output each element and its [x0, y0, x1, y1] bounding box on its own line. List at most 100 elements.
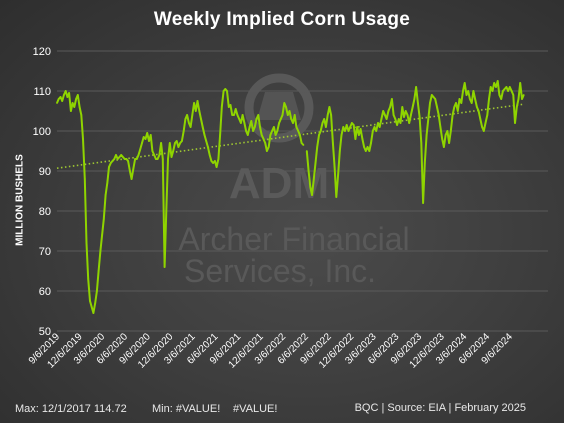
- data-point: [181, 140, 183, 142]
- data-point: [116, 158, 119, 160]
- data-point: [410, 114, 412, 116]
- data-point: [246, 134, 249, 136]
- data-point: [503, 88, 506, 90]
- data-point: [338, 150, 341, 152]
- data-point: [491, 90, 494, 92]
- data-point: [82, 138, 84, 140]
- data-point: [238, 118, 241, 120]
- data-point: [349, 126, 352, 128]
- data-point: [250, 120, 253, 122]
- data-point: [240, 122, 242, 124]
- data-point: [144, 138, 147, 140]
- data-point: [354, 138, 357, 140]
- data-point: [170, 156, 173, 158]
- data-point: [245, 130, 248, 132]
- data-point: [259, 126, 261, 128]
- data-point: [90, 306, 93, 308]
- data-point: [332, 142, 334, 144]
- data-point: [425, 134, 428, 136]
- data-point: [267, 146, 270, 148]
- data-point: [325, 126, 327, 128]
- data-point: [404, 110, 407, 112]
- data-point: [375, 130, 378, 132]
- data-point: [500, 98, 503, 100]
- data-point: [163, 266, 166, 268]
- data-point: [458, 98, 461, 100]
- data-point: [115, 154, 117, 156]
- data-point: [507, 90, 509, 92]
- data-point: [472, 90, 475, 92]
- data-point: [415, 86, 417, 88]
- watermark-company-line2: Services, Inc.: [184, 253, 376, 289]
- data-point: [476, 106, 478, 108]
- data-point: [481, 126, 483, 128]
- y-tick-label: 80: [39, 206, 51, 218]
- data-point: [68, 92, 70, 94]
- data-point: [307, 170, 310, 172]
- data-point: [493, 82, 496, 84]
- series-group: [56, 80, 525, 314]
- data-point: [401, 106, 404, 108]
- data-point: [340, 134, 343, 136]
- data-point: [194, 110, 197, 112]
- data-point: [363, 146, 365, 148]
- data-point: [290, 118, 293, 120]
- data-point: [486, 114, 489, 116]
- data-point: [139, 148, 142, 150]
- data-point: [323, 118, 326, 120]
- data-point: [269, 134, 272, 136]
- data-point: [366, 146, 369, 148]
- data-point: [165, 210, 168, 212]
- data-point: [109, 162, 112, 164]
- data-point: [333, 166, 336, 168]
- data-point: [460, 102, 463, 104]
- data-point: [102, 218, 105, 220]
- data-point: [469, 98, 471, 100]
- data-point: [129, 170, 131, 172]
- data-point: [462, 90, 464, 92]
- data-point: [229, 104, 232, 106]
- data-point: [439, 126, 442, 128]
- data-point: [179, 142, 182, 144]
- data-point: [99, 250, 102, 252]
- data-point: [470, 102, 473, 104]
- data-point: [479, 118, 482, 120]
- data-point: [411, 106, 414, 108]
- data-point: [148, 140, 150, 142]
- data-point: [248, 126, 251, 128]
- data-point: [319, 130, 322, 132]
- data-point: [463, 82, 466, 84]
- data-point: [61, 100, 64, 102]
- data-point: [326, 114, 329, 116]
- data-point: [253, 126, 256, 128]
- data-point: [498, 94, 501, 96]
- data-point: [158, 154, 161, 156]
- data-point: [482, 130, 485, 132]
- data-point: [264, 142, 267, 144]
- data-point: [403, 116, 405, 118]
- data-point: [335, 196, 338, 198]
- data-point: [59, 96, 62, 98]
- data-point: [125, 158, 128, 160]
- data-point: [378, 126, 381, 128]
- data-point: [130, 178, 133, 180]
- data-point: [203, 134, 206, 136]
- data-point: [517, 98, 520, 100]
- data-point: [385, 118, 388, 120]
- data-point: [184, 118, 187, 120]
- data-point: [189, 126, 192, 128]
- data-point: [56, 102, 58, 104]
- data-point: [255, 118, 258, 120]
- data-point: [382, 110, 385, 112]
- data-point: [502, 90, 504, 92]
- data-point: [302, 144, 305, 146]
- data-point: [188, 122, 190, 124]
- data-point: [101, 234, 103, 236]
- data-point: [200, 118, 202, 120]
- data-point: [434, 98, 437, 100]
- data-point: [64, 90, 67, 92]
- data-point: [278, 122, 280, 124]
- data-point: [521, 98, 523, 100]
- adm-logo: [244, 73, 314, 143]
- data-point: [92, 312, 95, 314]
